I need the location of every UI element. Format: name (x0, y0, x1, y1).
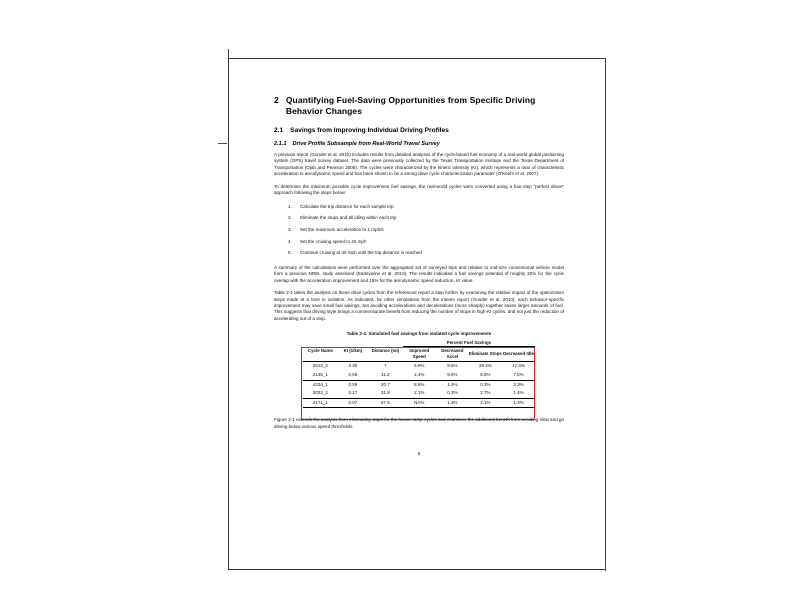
cell-decreased-accel: 9.5% (447, 371, 458, 377)
cell-eliminate-stops: 2.1% (468, 397, 502, 409)
cell-distance: 67.5 (367, 397, 403, 409)
table-block: Table 2-4. Simulated fuel savings from i… (274, 331, 564, 421)
body-paragraph-5: Figure 2-1 extends the analysis from eli… (274, 417, 564, 429)
body-paragraph-3: A summary of the calculations were perfo… (274, 264, 564, 283)
table-row: 4171_1 0.07 67.5 NA% 1.3% 2.1% 1.3% (303, 397, 535, 409)
procedure-list: Calculate the trip distance for each sam… (274, 201, 564, 259)
fuel-savings-table: Cycle Name KI (1/km) Distance (mi) Perce… (303, 339, 535, 409)
body-paragraph-2: To determine the maximum possible cycle … (274, 183, 564, 196)
cell-distance: 7 (384, 363, 387, 369)
cell-improved-speed: 2.1% (414, 390, 425, 396)
cell-decreased-idle: 7.5% (513, 371, 524, 377)
subsection-title: Savings from Improving Individual Drivin… (290, 127, 449, 134)
document-page: 2 Quantifying Fuel-Saving Opportunities … (218, 49, 606, 571)
column-header-decreased-idle: Decreased Idle (502, 351, 534, 357)
cell-improved-speed: 2.4% (414, 371, 425, 377)
cell-improved-speed: 5.9% (414, 363, 425, 369)
column-header-decreased-accel: Decreased Accel (441, 348, 464, 359)
page-content: 2 Quantifying Fuel-Saving Opportunities … (274, 95, 564, 456)
cell-distance: 20.7 (367, 379, 403, 390)
cell-cycle-name: 2032_2 (312, 390, 328, 396)
cell-decreased-accel: 0.3% (447, 390, 458, 396)
cell-eliminate-stops: 0.3% (468, 379, 502, 390)
cell-decreased-idle: 3.3% (501, 379, 535, 390)
cell-distance: 11.2 (381, 371, 390, 377)
cell-ki: 0.59 (337, 379, 368, 390)
cell-improved-speed: 8.5% (402, 379, 436, 390)
cell-decreased-accel: 9.5% (447, 363, 458, 369)
list-item: Continue cruising at 40 mph until the tr… (288, 247, 422, 258)
column-header-distance: Distance (mi) (371, 347, 400, 353)
cell-ki: 3.30 (348, 363, 358, 369)
list-item: Set the maximum acceleration to 1 mph/s (288, 224, 384, 235)
crop-tick-top-left (228, 49, 229, 58)
column-header-cycle-name: Cycle Name (307, 347, 333, 353)
cell-cycle-name: 2012_2 (312, 363, 328, 369)
cell-ki: 0.17 (348, 390, 358, 396)
page-number: 8 (417, 451, 421, 457)
subsection-heading: 2.1 Savings from Improving Individual Dr… (274, 126, 564, 135)
cell-ki: 0.68 (348, 371, 358, 377)
table-row: 4234_1 0.59 20.7 8.5% 1.3% 0.3% 3.3% (303, 379, 535, 390)
table-caption: Table 2-4. Simulated fuel savings from i… (346, 331, 492, 337)
cell-ki: 0.07 (337, 397, 368, 409)
cell-decreased-accel: 1.3% (435, 379, 469, 390)
table-row: 2032_2 0.17 31.8 2.1% 0.3% 2.7% 1.4% (303, 389, 535, 398)
cell-decreased-idle: 1.3% (501, 397, 535, 409)
cell-decreased-idle: 1.4% (513, 390, 524, 396)
section-title: Quantifying Fuel-Saving Opportunities fr… (285, 95, 536, 116)
subsubsection-title: Drive Profile Subsample from Real-World … (292, 141, 440, 147)
cell-decreased-idle: 17.4% (512, 363, 525, 369)
body-paragraph-4: Table 2-1 takes the analysis on these dr… (274, 290, 564, 321)
cell-decreased-accel: 1.3% (435, 397, 469, 409)
list-item: Eliminate the stops and all idling withi… (288, 212, 397, 223)
body-paragraph-1: A previous report (Gonder et al. 2010) i… (274, 152, 564, 177)
subsubsection-heading: 2.1.1 Drive Profile Subsample from Real-… (274, 140, 564, 148)
cell-cycle-name: 4171_1 (303, 397, 338, 409)
cell-eliminate-stops: 8.5% (480, 371, 491, 377)
column-header-ki: KI (1/km) (343, 347, 363, 353)
subsubsection-number: 2.1.1 (274, 141, 287, 147)
table-row: 2012_2 3.30 7 5.9% 9.5% 29.2% 17.4% (303, 362, 535, 371)
subsection-number: 2.1 (274, 127, 284, 134)
column-header-eliminate-stops: Eliminate Stops (468, 351, 502, 357)
cell-distance: 31.8 (380, 390, 390, 396)
cell-cycle-name: 4234_1 (303, 379, 338, 390)
list-item: Set the cruising speed to 40 mph (288, 236, 367, 247)
column-group-header-percent-fuel-savings: Percent Fuel Savings (402, 339, 535, 348)
crop-tick-left (218, 143, 227, 144)
section-number: 2 (274, 95, 279, 105)
cell-improved-speed: NA% (402, 397, 436, 409)
cell-cycle-name: 2145_1 (312, 371, 328, 377)
crop-tick-bottom-right (605, 562, 606, 571)
cell-eliminate-stops: 29.2% (478, 363, 492, 369)
column-header-improved-speed: Improved Speed (409, 348, 430, 359)
section-heading: 2 Quantifying Fuel-Saving Opportunities … (274, 95, 564, 117)
cell-eliminate-stops: 2.7% (480, 390, 491, 396)
list-item: Calculate the trip distance for each sam… (288, 201, 394, 212)
table-row: 2145_1 0.68 11.2 2.4% 9.5% 8.5% 7.5% (303, 371, 535, 380)
